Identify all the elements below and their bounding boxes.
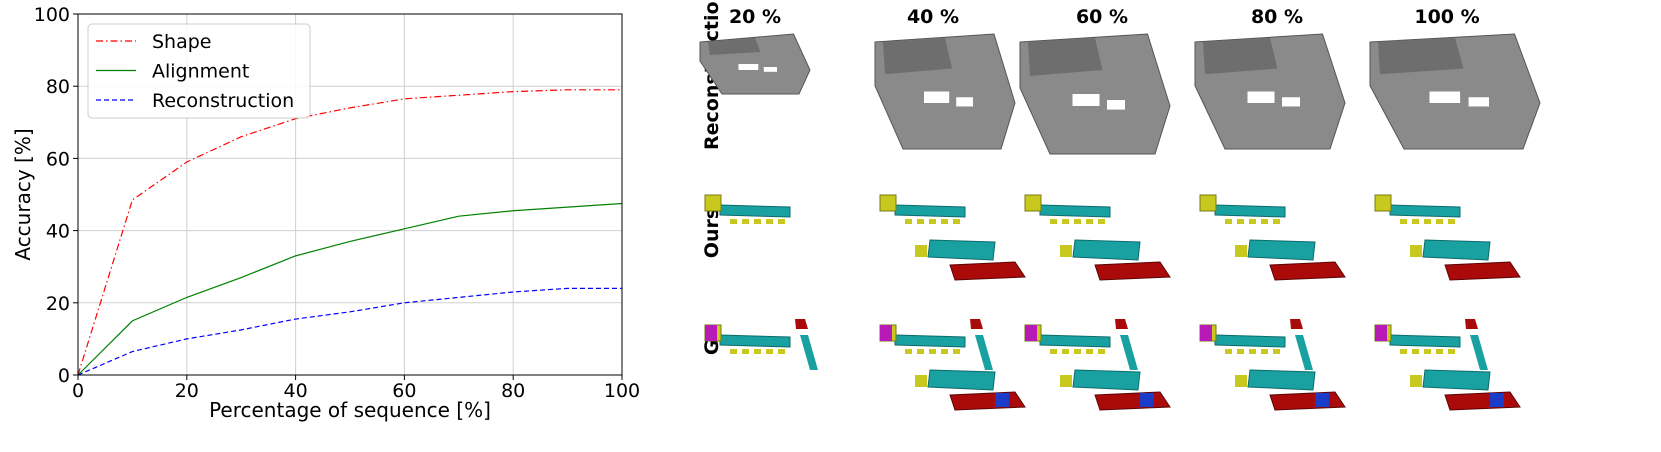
reconstruction-mesh-3 xyxy=(1019,33,1171,155)
x-tick-label: 60 xyxy=(392,380,416,402)
reconstruction-mesh-4 xyxy=(1194,33,1346,150)
x-tick-label: 20 xyxy=(175,380,199,402)
x-axis-label: Percentage of sequence [%] xyxy=(209,398,491,422)
x-tick-label: 0 xyxy=(72,380,84,402)
column-header-80: 80 % xyxy=(1250,6,1304,28)
ours-scene-4 xyxy=(1199,194,1346,281)
ours-scene-2 xyxy=(879,194,1026,281)
y-tick-label: 20 xyxy=(46,293,70,315)
line-chart: 0 20 40 60 80 100 0 20 40 60 80 100 Percentage of s… xyxy=(11,4,640,422)
legend-box xyxy=(87,23,311,119)
y-tick-label: 80 xyxy=(46,76,70,98)
x-tick-label: 80 xyxy=(501,380,525,402)
column-header-40: 40 % xyxy=(906,6,960,28)
series-layer xyxy=(77,89,623,376)
gt-scene-3 xyxy=(1024,319,1171,411)
series-line-alignment xyxy=(77,202,623,376)
column-header-100: 100 % xyxy=(1414,6,1480,28)
x-tick-label: 100 xyxy=(604,380,640,402)
reconstruction-mesh-2 xyxy=(874,33,1016,150)
y-tick-label: 100 xyxy=(34,4,70,26)
gt-scene-4 xyxy=(1199,319,1346,411)
legend-label: Alignment xyxy=(152,61,249,83)
gt-scene-2 xyxy=(879,319,1026,411)
column-header-60: 60 % xyxy=(1075,6,1129,28)
column-header-20: 20 % xyxy=(728,6,782,28)
ours-scene-1 xyxy=(704,194,791,224)
ours-scene-5 xyxy=(1374,194,1521,281)
qualitative-figure-panel: 20 % 40 % 60 % 80 % 100 % Reconstruction… xyxy=(690,0,1661,452)
ours-scene-3 xyxy=(1024,194,1171,281)
gt-scene-5 xyxy=(1374,319,1521,411)
y-tick-label: 0 xyxy=(58,365,70,387)
reconstruction-mesh-5 xyxy=(1369,33,1541,150)
gt-scene-1 xyxy=(704,319,818,370)
legend: Shape Alignment Reconstruction xyxy=(87,23,311,119)
legend-label: Reconstruction xyxy=(152,90,294,112)
plot-frame xyxy=(77,13,623,376)
scene-thumbnails xyxy=(699,33,1541,411)
y-tick-label: 60 xyxy=(46,148,70,170)
series-line-reconstruction xyxy=(77,287,622,376)
y-tick-label: 40 xyxy=(46,221,70,243)
y-axis-label: Accuracy [%] xyxy=(11,128,35,260)
reconstruction-mesh-1 xyxy=(699,33,811,95)
x-tick-label: 40 xyxy=(284,380,308,402)
legend-label: Shape xyxy=(152,31,212,53)
tick-layer: 0 20 40 60 80 100 0 20 40 60 80 100 xyxy=(34,4,640,402)
series-line-shape xyxy=(77,89,622,376)
